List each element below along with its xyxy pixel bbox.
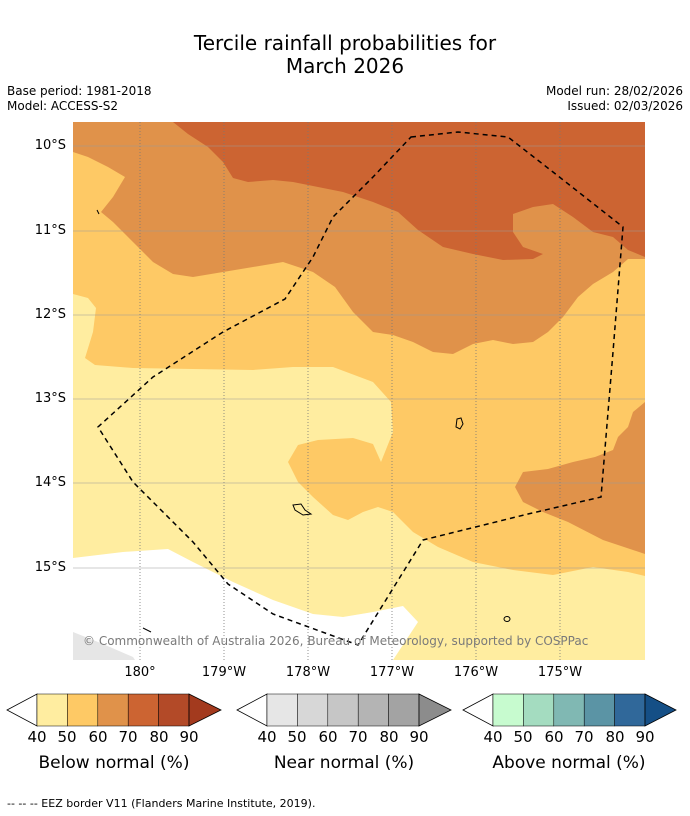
cb-below-tick-70: 70 — [118, 728, 138, 746]
island-small-southeast — [503, 616, 511, 622]
colorbar-above — [462, 693, 677, 727]
cb-above-tick-50: 50 — [513, 728, 533, 746]
cb-above-tick-40: 40 — [483, 728, 503, 746]
issued-date: Issued: 02/03/2026 — [567, 99, 683, 113]
cb-below-tick-60: 60 — [88, 728, 108, 746]
lat-label-12s: 12°S — [34, 307, 66, 322]
island-east — [455, 417, 464, 430]
eez-border — [97, 131, 624, 646]
lon-label-175w: 175°W — [537, 665, 583, 680]
colorbar-near-title: Near normal (%) — [273, 753, 415, 773]
meta-right: Model run: 28/02/2026 Issued: 02/03/2026 — [546, 84, 683, 114]
title-line-1: Tercile rainfall probabilities for — [193, 31, 497, 55]
map-title: Tercile rainfall probabilities for March… — [0, 32, 690, 78]
cb-below-tick-80: 80 — [149, 728, 169, 746]
colorbar-above-title: Above normal (%) — [492, 753, 646, 773]
region-below-70 — [173, 122, 645, 260]
lat-label-13s: 13°S — [34, 391, 66, 406]
lat-label-14s: 14°S — [34, 475, 66, 490]
cb-near-tick-70: 70 — [348, 728, 368, 746]
meta-left: Base period: 1981-2018 Model: ACCESS-S2 — [7, 84, 152, 114]
title-line-2: March 2026 — [285, 54, 405, 78]
colorbar-below-title: Below normal (%) — [38, 753, 190, 773]
cb-below-tick-90: 90 — [179, 728, 199, 746]
colorbar-group — [6, 693, 677, 727]
lon-label-176w: 176°W — [453, 665, 499, 680]
footnote: -- -- -- EEZ border V11 (Flanders Marine… — [7, 797, 316, 810]
base-period: Base period: 1981-2018 — [7, 84, 152, 98]
copyright-text: © Commonwealth of Australia 2026, Bureau… — [83, 634, 588, 648]
cb-above-tick-80: 80 — [605, 728, 625, 746]
island-small-southwest — [142, 627, 152, 633]
cb-near-tick-40: 40 — [257, 728, 277, 746]
lon-label-179w: 179°W — [201, 665, 247, 680]
cb-above-tick-90: 90 — [635, 728, 655, 746]
region-white-southwest — [73, 549, 418, 660]
model-run: Model run: 28/02/2026 — [545, 84, 683, 98]
lat-label-11s: 11°S — [34, 223, 66, 238]
cb-above-tick-70: 70 — [574, 728, 594, 746]
cb-near-tick-60: 60 — [318, 728, 338, 746]
island-south — [292, 503, 313, 516]
island-tiny-northwest — [96, 209, 100, 215]
lon-label-177w: 177°W — [369, 665, 415, 680]
model-name: Model: ACCESS-S2 — [7, 99, 119, 113]
latitude-gridlines — [73, 145, 645, 569]
lon-label-178w: 178°W — [285, 665, 331, 680]
lon-label-180: 180° — [124, 665, 156, 680]
cb-above-tick-60: 60 — [544, 728, 564, 746]
cb-near-tick-50: 50 — [287, 728, 307, 746]
cb-near-tick-80: 80 — [379, 728, 399, 746]
colorbar-near — [236, 693, 452, 727]
lat-label-10s: 10°S — [34, 138, 66, 153]
cb-below-tick-40: 40 — [27, 728, 47, 746]
probability-map: © Commonwealth of Australia 2026, Bureau… — [73, 122, 645, 660]
cb-near-tick-90: 90 — [409, 728, 429, 746]
lat-label-15s: 15°S — [34, 560, 66, 575]
colorbar-below — [6, 693, 222, 727]
region-near-normal-corner — [73, 632, 135, 660]
cb-below-tick-50: 50 — [57, 728, 77, 746]
region-below-60-south — [515, 402, 645, 554]
